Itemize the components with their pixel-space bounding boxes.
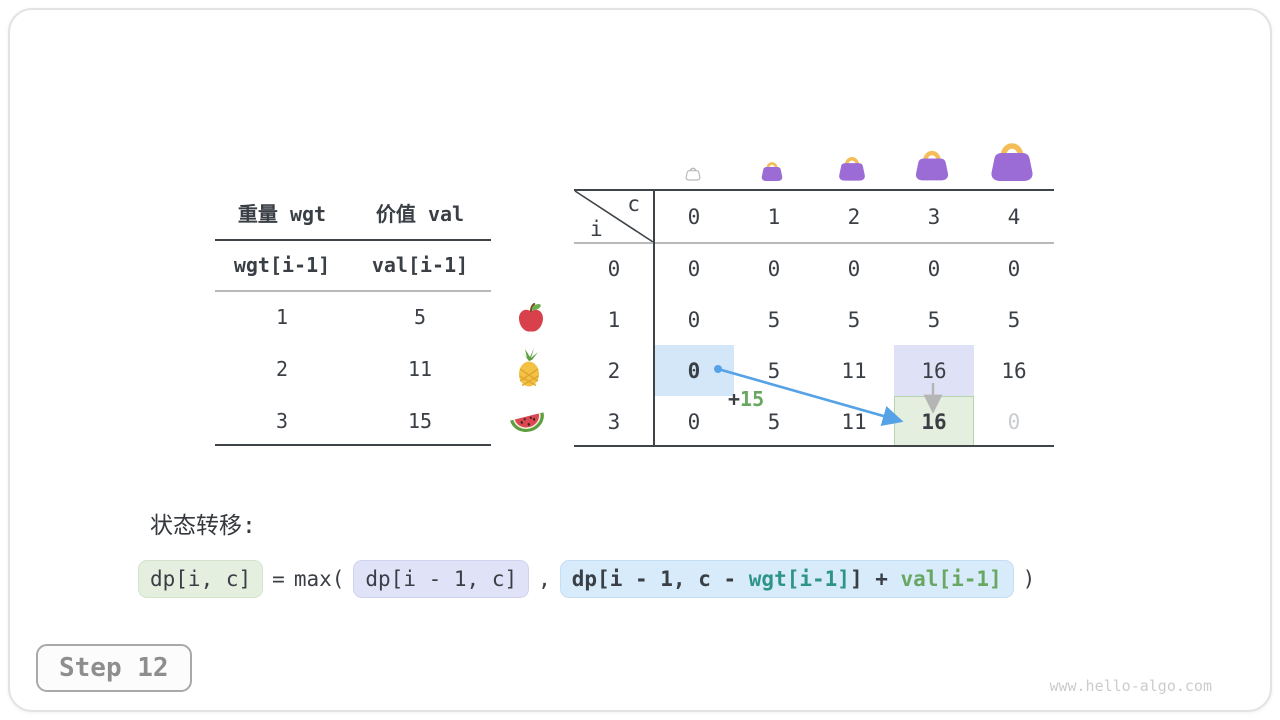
formula-arg2-val: val[i-1] bbox=[900, 567, 1002, 591]
items-var-weight: wgt[i-1] bbox=[233, 253, 331, 277]
dp-cell: 11 bbox=[841, 358, 867, 383]
dp-row-header: 3 bbox=[607, 409, 621, 434]
dp-rule-bottom bbox=[574, 445, 1054, 447]
dp-rule-header bbox=[574, 242, 1054, 244]
bag-capacity-3-icon bbox=[913, 146, 951, 186]
dp-col-header: 3 bbox=[927, 204, 941, 229]
item-value: 11 bbox=[407, 357, 433, 381]
dp-cell-compare-highlight: 16 bbox=[894, 345, 974, 396]
formula-arg2-prefix: dp[i - 1, c - bbox=[571, 567, 749, 591]
dp-cell: 5 bbox=[767, 307, 781, 332]
dp-table: c i 0 1 2 3 4 0 0 0 0 0 0 1 0 5 5 5 5 2 … bbox=[574, 190, 1054, 447]
formula-close-paren: ) bbox=[1022, 567, 1036, 592]
items-header-weight: 重量 wgt bbox=[237, 202, 327, 226]
watermark: www.hello-algo.com bbox=[1049, 677, 1212, 695]
items-table-rule-top bbox=[215, 239, 491, 241]
dp-cell: 5 bbox=[847, 307, 861, 332]
item-value: 5 bbox=[413, 305, 427, 329]
items-table-rule-bottom bbox=[215, 444, 491, 446]
dp-row-header: 2 bbox=[607, 358, 621, 383]
dp-cell: 0 bbox=[767, 256, 781, 281]
dp-row-header: 0 bbox=[607, 256, 621, 281]
dp-cell-pending: 0 bbox=[1007, 409, 1021, 434]
dp-corner-cell: c i bbox=[574, 190, 654, 243]
dp-col-header: 2 bbox=[847, 204, 861, 229]
formula-max-open: max( bbox=[293, 567, 345, 592]
watermelon-icon bbox=[508, 402, 546, 440]
dp-cell: 0 bbox=[927, 256, 941, 281]
step-badge: Step 12 bbox=[36, 644, 192, 692]
dp-cell: 11 bbox=[841, 409, 867, 434]
dp-row-header: 1 bbox=[607, 307, 621, 332]
dp-cell: 5 bbox=[927, 307, 941, 332]
formula-arg2-box: dp[i - 1, c - wgt[i-1]] + val[i-1] bbox=[559, 560, 1014, 599]
apple-icon bbox=[512, 299, 550, 337]
items-table-rule-mid bbox=[215, 290, 491, 292]
item-weight: 1 bbox=[275, 305, 289, 329]
dp-rule-top bbox=[574, 189, 1054, 191]
dp-cell: 0 bbox=[687, 409, 701, 434]
formula-comma: , bbox=[538, 567, 551, 592]
item-value: 15 bbox=[407, 409, 433, 433]
dp-cell-current-highlight: 16 bbox=[894, 396, 974, 447]
dp-corner-col-var: c bbox=[627, 192, 640, 216]
item-weight: 2 bbox=[275, 357, 289, 381]
pineapple-icon bbox=[510, 348, 548, 387]
dp-cell: 0 bbox=[847, 256, 861, 281]
items-var-value: val[i-1] bbox=[371, 253, 469, 277]
dp-cell: 0 bbox=[687, 307, 701, 332]
bag-capacity-4-icon bbox=[988, 137, 1036, 187]
formula-arg1-box: dp[i - 1, c] bbox=[353, 560, 530, 599]
formula-arg2-wgt: wgt[i-1] bbox=[748, 567, 850, 591]
formula-lhs-box: dp[i, c] bbox=[138, 560, 264, 599]
add-value-annotation: +15 bbox=[728, 387, 764, 411]
dp-cell: 16 bbox=[1001, 358, 1027, 383]
items-header-value: 价值 val bbox=[375, 202, 465, 226]
bag-capacity-2-icon bbox=[837, 153, 867, 186]
formula-arg2-mid: ] + bbox=[849, 567, 901, 591]
dp-corner-row-var: i bbox=[590, 217, 603, 241]
added-value: 15 bbox=[740, 387, 765, 411]
dp-col-header: 4 bbox=[1007, 204, 1021, 229]
items-table: 重量 wgt 价值 val wgt[i-1] val[i-1] 1 5 2 11… bbox=[215, 186, 491, 447]
dp-col-header: 0 bbox=[687, 204, 701, 229]
dp-cell: 0 bbox=[687, 256, 701, 281]
dp-rule-vertical bbox=[653, 189, 655, 447]
dp-cell: 0 bbox=[1007, 256, 1021, 281]
state-transition-formula: dp[i, c] = max( dp[i - 1, c] , dp[i - 1,… bbox=[138, 560, 1036, 599]
dp-cell-source-highlight: 0 bbox=[654, 345, 734, 396]
formula-equals: = bbox=[272, 567, 285, 592]
bag-capacity-0-icon bbox=[685, 165, 701, 185]
bag-capacity-1-icon bbox=[760, 159, 784, 186]
plus-sign: + bbox=[728, 387, 741, 411]
dp-cell: 5 bbox=[1007, 307, 1021, 332]
state-transition-label: 状态转移: bbox=[150, 513, 256, 539]
dp-col-header: 1 bbox=[767, 204, 781, 229]
item-weight: 3 bbox=[275, 409, 289, 433]
